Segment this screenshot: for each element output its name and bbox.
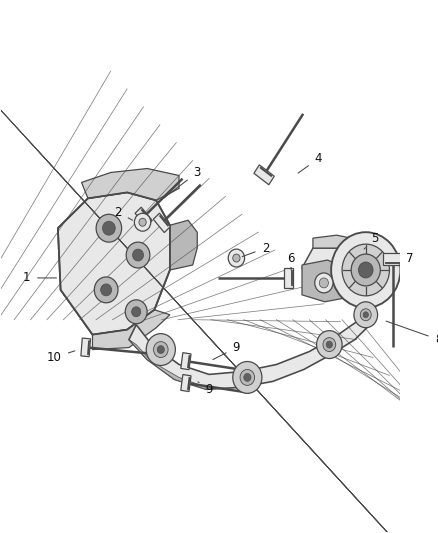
Circle shape [132,307,141,317]
Text: 6: 6 [287,252,295,270]
Circle shape [101,284,112,296]
Circle shape [315,273,333,293]
Polygon shape [92,310,170,350]
Text: 9: 9 [198,382,213,396]
Polygon shape [58,192,170,335]
Circle shape [354,302,378,328]
Polygon shape [313,235,361,252]
Text: 7: 7 [398,252,413,265]
Circle shape [134,213,151,231]
Text: 4: 4 [298,152,322,173]
Circle shape [233,254,240,262]
Polygon shape [383,253,403,265]
Circle shape [240,369,254,385]
Text: 8: 8 [386,321,438,346]
Circle shape [153,342,168,358]
Polygon shape [181,375,191,392]
Polygon shape [346,238,389,302]
Polygon shape [181,353,191,370]
Circle shape [126,242,150,268]
Circle shape [233,361,262,393]
Polygon shape [170,220,197,270]
Circle shape [157,345,164,353]
Circle shape [351,254,380,286]
Text: 3: 3 [164,166,201,198]
Text: 2: 2 [114,206,133,220]
Text: 2: 2 [242,241,269,256]
Circle shape [317,330,342,359]
Polygon shape [135,207,152,227]
Text: 1: 1 [23,271,57,285]
Circle shape [94,277,118,303]
Text: 10: 10 [47,351,75,364]
Polygon shape [129,340,206,389]
Circle shape [228,249,244,267]
Circle shape [125,300,147,324]
Polygon shape [81,338,91,357]
Circle shape [96,214,122,242]
Circle shape [331,232,400,308]
Circle shape [342,244,389,296]
Circle shape [133,249,144,261]
Circle shape [363,312,368,318]
Polygon shape [302,260,346,302]
Circle shape [102,221,115,235]
Polygon shape [153,213,170,232]
Circle shape [244,374,251,382]
Text: 9: 9 [213,341,240,360]
Circle shape [360,309,371,321]
Circle shape [358,262,373,278]
Polygon shape [302,248,373,285]
Polygon shape [129,308,373,389]
Circle shape [146,334,175,366]
Polygon shape [254,165,274,185]
Polygon shape [81,168,179,200]
Circle shape [319,278,328,288]
Circle shape [326,341,332,348]
Polygon shape [284,268,293,288]
Text: 5: 5 [364,232,378,249]
Circle shape [139,218,146,226]
Circle shape [323,337,336,352]
